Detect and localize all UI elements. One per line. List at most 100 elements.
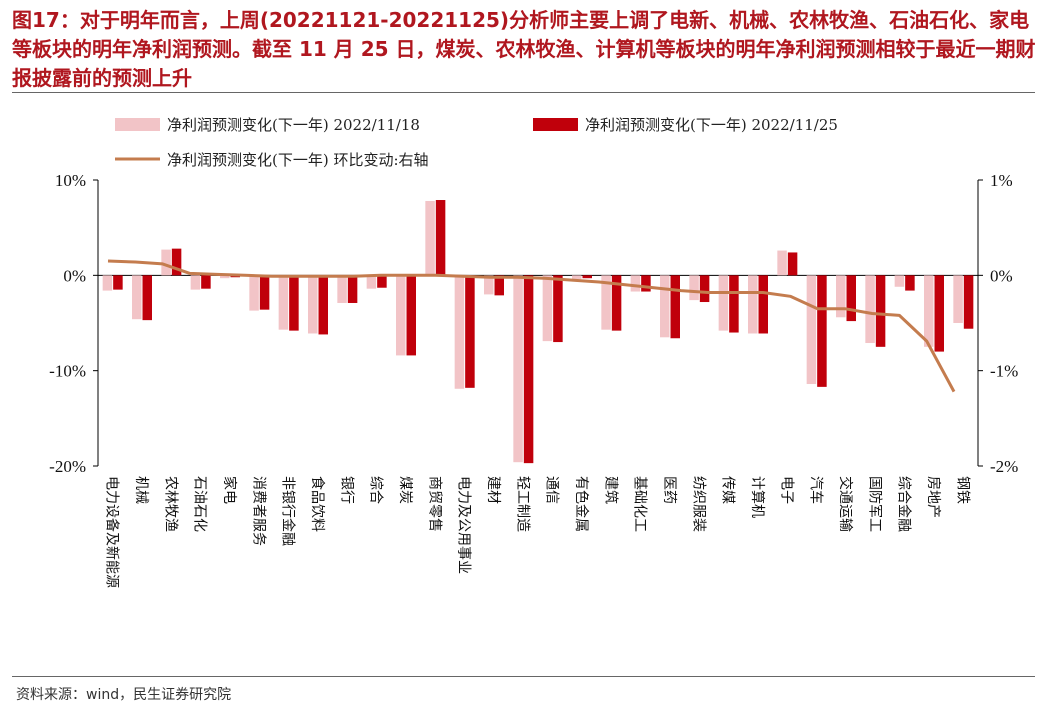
bar-1125-28: [905, 275, 915, 291]
category-label: 银行: [338, 476, 354, 504]
bar-1125-18: [611, 275, 622, 331]
category-label: 非银行金融: [280, 476, 296, 546]
bar-1118-29: [924, 275, 934, 347]
bar-1125-27: [875, 275, 886, 347]
legend-label-1: 净利润预测变化(下一年) 2022/11/18: [167, 116, 420, 134]
bar-1125-11: [406, 275, 416, 356]
ratio-change-line: [107, 259, 956, 393]
category-label: 消费者服务: [250, 476, 266, 546]
bar-1125-17: [582, 275, 592, 279]
left-tick-label: 10%: [55, 171, 86, 190]
bar-1125-8: [318, 275, 328, 335]
bar-1125-1: [113, 275, 123, 290]
category-label: 电力及公用事业: [456, 476, 472, 574]
bar-1118-4: [190, 275, 201, 290]
category-label: 基础化工: [632, 476, 649, 532]
category-label: 家电: [221, 476, 238, 504]
bar-1118-18: [601, 275, 611, 330]
bar-1125-29: [934, 275, 944, 352]
bar-1125-12: [435, 200, 446, 276]
bar-1118-22: [718, 275, 729, 331]
bar-1118-14: [484, 275, 494, 295]
bar-1125-24: [787, 252, 798, 276]
legend-swatch-1: [115, 118, 160, 131]
bar-1118-24: [777, 250, 787, 276]
bar-1125-21: [699, 275, 710, 303]
bar-1118-16: [542, 275, 553, 342]
footer-divider: [12, 676, 1035, 677]
bar-1118-15: [513, 275, 523, 463]
bar-1118-17: [572, 275, 582, 280]
bar-1125-6: [259, 275, 270, 310]
bar-1125-4: [201, 275, 211, 289]
category-label: 医药: [661, 476, 677, 504]
bar-1125-25: [817, 275, 827, 387]
bar-1125-23: [758, 275, 768, 334]
legend: 净利润预测变化(下一年) 2022/11/18 净利润预测变化(下一年) 2022…: [115, 116, 838, 169]
bars: [102, 200, 974, 464]
category-label: 计算机: [749, 476, 765, 518]
bar-1118-30: [953, 275, 963, 323]
bar-1118-26: [836, 275, 846, 318]
category-label: 电力设备及新能源: [104, 476, 121, 588]
bar-1118-19: [630, 275, 641, 292]
bar-1118-9: [337, 275, 347, 303]
category-label: 食品饮料: [309, 476, 326, 532]
bar-1118-21: [689, 275, 699, 301]
bar-1118-1: [102, 275, 113, 291]
chart-title: 图17：对于明年而言，上周(20221121-20221125)分析师主要上调了…: [12, 8, 1036, 90]
category-label: 农林牧渔: [162, 476, 178, 532]
bar-1118-3: [161, 249, 171, 276]
category-label: 汽车: [808, 476, 825, 504]
category-label: 房地产: [925, 476, 941, 518]
bar-1125-14: [494, 275, 504, 296]
bar-1118-5: [220, 275, 230, 279]
left-tick-label: -20%: [49, 457, 86, 476]
bar-1125-13: [465, 275, 475, 388]
bar-1118-2: [132, 275, 142, 320]
category-label: 轻工制造: [514, 476, 530, 532]
right-tick-label: -1%: [990, 362, 1018, 381]
right-tick-label: 1%: [990, 171, 1013, 190]
bar-1118-23: [748, 275, 758, 334]
bar-1125-2: [142, 275, 152, 321]
category-label: 交通运输: [837, 476, 854, 532]
line-series: [107, 259, 956, 393]
category-label: 传媒: [720, 476, 736, 504]
bar-1125-9: [347, 275, 358, 303]
category-label: 有色金属: [573, 476, 590, 532]
bar-1118-8: [308, 275, 318, 334]
bar-1118-12: [425, 200, 435, 276]
category-label: 综合金融: [896, 476, 912, 532]
bar-1125-20: [670, 275, 680, 339]
bar-1125-26: [846, 275, 856, 322]
category-label: 纺织服装: [690, 476, 706, 532]
category-label: 电子: [778, 476, 794, 504]
bar-1125-15: [523, 275, 534, 464]
category-label: 商贸零售: [426, 476, 442, 532]
bar-1118-27: [865, 275, 875, 344]
category-label: 机械: [133, 476, 149, 504]
bar-1118-10: [366, 275, 377, 289]
bar-1125-22: [729, 275, 739, 333]
bar-1125-3: [171, 248, 182, 276]
bar-1125-16: [553, 275, 563, 343]
title-divider: [12, 92, 1035, 93]
legend-swatch-2: [533, 118, 578, 131]
bar-1118-25: [806, 275, 817, 385]
bar-1118-6: [249, 275, 259, 311]
bar-1118-20: [660, 275, 670, 338]
category-label: 钢铁: [954, 476, 970, 504]
category-label: 建筑: [602, 476, 618, 504]
bar-1118-11: [396, 275, 406, 356]
left-tick-label: -10%: [49, 362, 86, 381]
right-tick-label: -2%: [990, 457, 1018, 476]
category-label: 通信: [544, 476, 560, 504]
category-label: 煤炭: [397, 476, 413, 504]
category-label: 综合: [368, 476, 384, 504]
bar-1125-10: [377, 275, 387, 288]
category-label: 建材: [485, 476, 501, 504]
category-label: 国防军工: [866, 476, 882, 532]
bar-1118-13: [454, 275, 465, 389]
